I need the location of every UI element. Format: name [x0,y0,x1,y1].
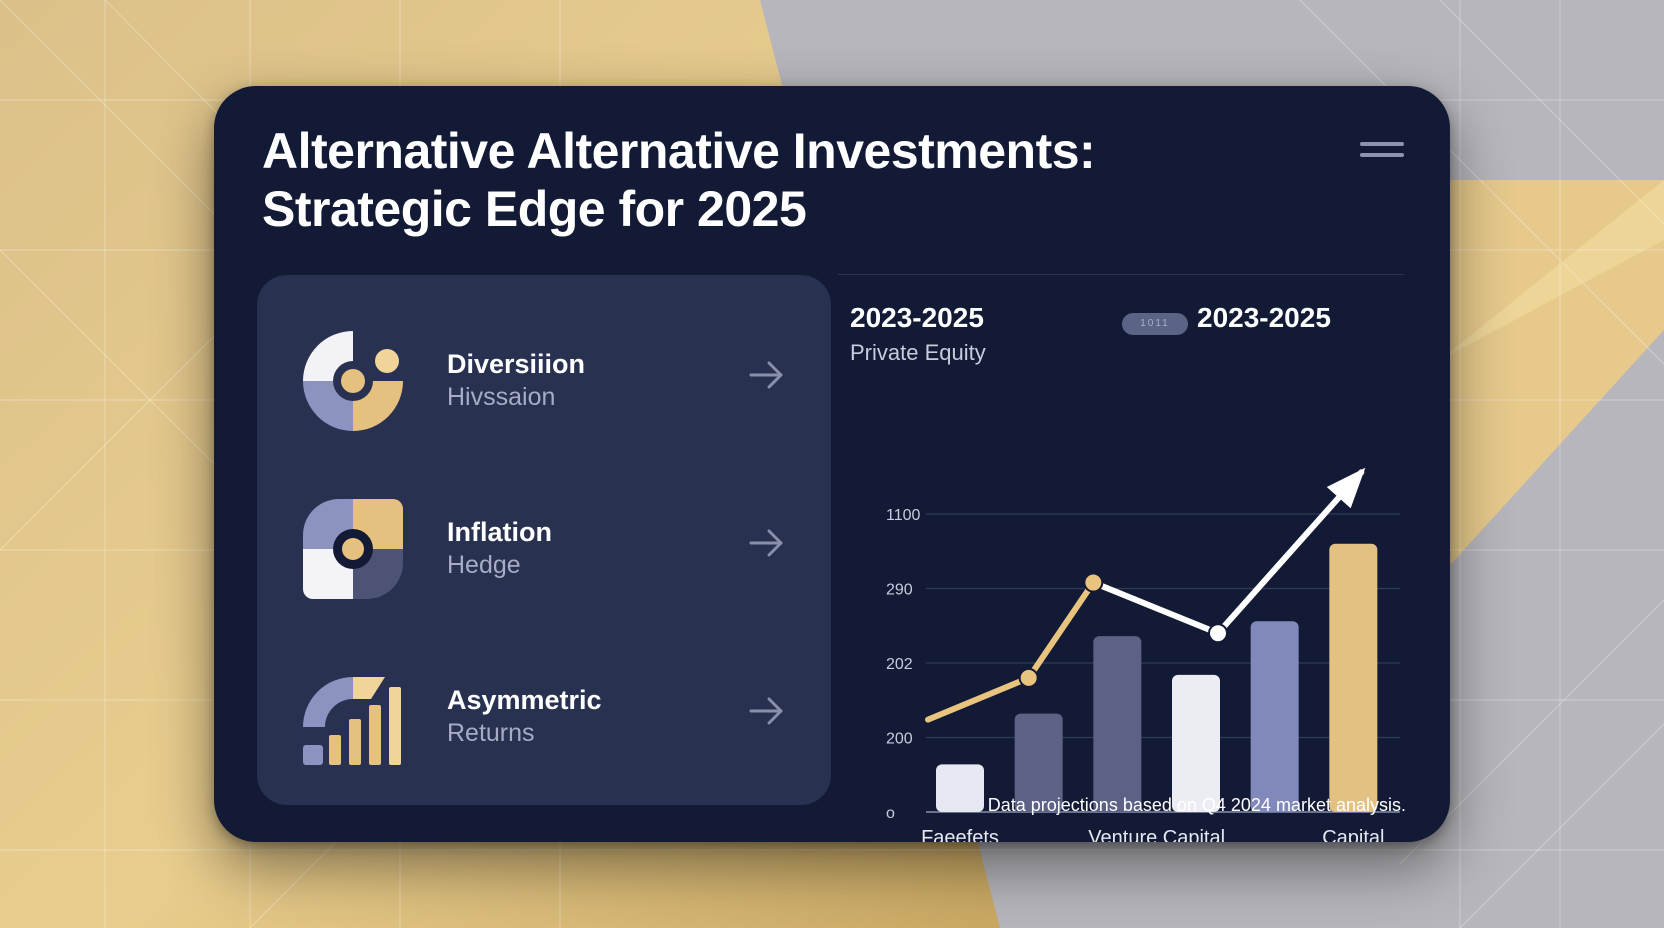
feature-label: Inflation [447,517,552,547]
bar [1329,543,1378,812]
features-panel: Diversiiion Hivssaion Inflation Hedge [257,275,831,805]
bar-chart: o 200 202 290 1100 Faeefets Venture Capital Cap… [886,467,1400,842]
arrow-right-icon[interactable] [747,523,787,563]
trend-line-segment [925,674,1032,723]
x-tick-label: Venture Capital [1088,827,1225,842]
feature-item-diversification[interactable]: Diversiiion Hivssaion [257,317,831,447]
trend-point [1018,667,1039,688]
feature-item-inflation-hedge[interactable]: Inflation Hedge [257,485,831,615]
trend-line-segment [1090,579,1221,637]
x-tick-label: Capital [1322,827,1384,842]
bar [1172,674,1220,812]
arrow-right-icon[interactable] [747,691,787,731]
legend-label: 2023-2025 [1197,302,1331,333]
hamburger-menu-icon[interactable] [1360,142,1404,164]
chart-area: o 200 202 290 1100 Faeefets Venture Capital Cap… [838,282,1438,842]
legend-swatch: 1011 [1122,313,1188,335]
y-tick-label: 202 [886,656,913,673]
feature-item-asymmetric-returns[interactable]: Asymmetric Returns [257,653,831,783]
y-tick-label: 290 [886,582,913,599]
arrow-right-icon[interactable] [747,355,787,395]
bar [1250,621,1299,812]
feature-sublabel: Hivssaion [447,383,556,411]
y-tick-label: 200 [886,731,913,748]
y-tick-label: 1100 [886,507,921,524]
page-title: Alternative Alternative Investments: Str… [262,123,1096,237]
chart-title: 2023-2025 [850,302,984,333]
trend-point [1083,572,1104,593]
bar [1093,636,1142,812]
donut-pie-icon [303,331,403,431]
main-card: Alternative Alternative Investments: Str… [214,86,1450,842]
feature-sublabel: Returns [447,719,535,747]
trend-point [1208,623,1228,644]
feature-sublabel: Hedge [447,551,521,579]
trend-line-segment [1025,579,1097,681]
bar [936,764,984,812]
chart-subtitle: Private Equity [850,340,986,365]
x-tick-label: Faeefets [921,827,999,842]
growth-bars-icon [303,677,401,765]
bar [1014,713,1063,812]
trend-arrowhead [1326,467,1366,509]
quadrant-shield-icon [303,499,403,599]
y-tick-label: o [886,805,895,822]
trend-line-segment [1215,469,1365,637]
feature-label: Diversiiion [447,349,586,379]
footnote: Data projections based on Q4 2024 market… [987,795,1406,815]
feature-label: Asymmetric [447,685,602,715]
divider [838,274,1404,275]
